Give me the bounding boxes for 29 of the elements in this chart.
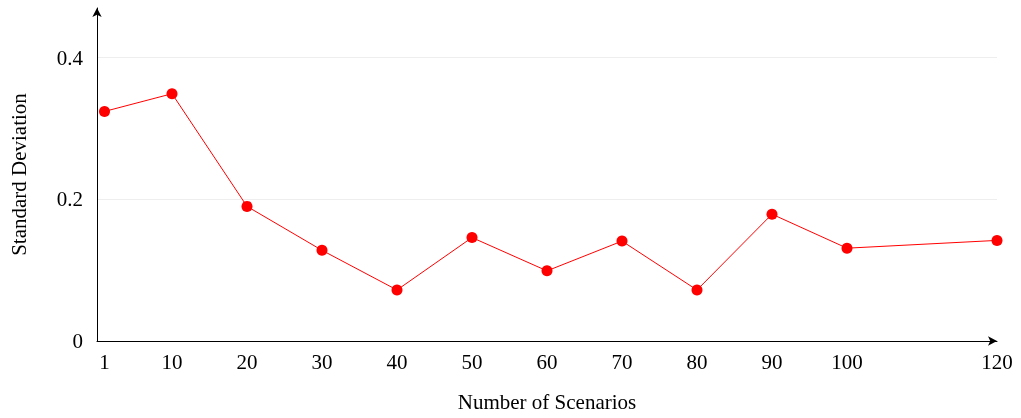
point (241, 200, 253, 212)
point (841, 242, 853, 254)
y-tick-label: 0 (72, 329, 83, 353)
point (466, 232, 478, 244)
y-tick-label: 0.4 (56, 45, 84, 70)
x-tick-label: 10 (161, 349, 183, 374)
point (766, 208, 778, 220)
x-axis-title: Number of Scenarios (457, 389, 637, 414)
x-tick-label: 120 (981, 349, 1013, 374)
x-tick-label: 100 (831, 349, 863, 374)
y-axis-title: Standard Deviation (6, 92, 31, 256)
x-tick-label: 90 (761, 349, 783, 374)
x-tick-label: 1 (99, 349, 110, 374)
point (99, 105, 110, 117)
point (691, 284, 703, 296)
x-tick-label: 50 (461, 349, 483, 374)
x-tick-label: 70 (611, 349, 633, 374)
point (316, 244, 328, 256)
x-tick-label: 60 (536, 349, 558, 374)
point (166, 88, 178, 100)
point (541, 265, 553, 277)
x-tick-label: 30 (311, 349, 333, 374)
point (391, 284, 403, 296)
y-tick-label: 0.2 (56, 187, 83, 212)
point (616, 235, 628, 247)
point (991, 234, 1003, 246)
x-tick-label: 20 (236, 349, 258, 374)
x-tick-label: 40 (386, 349, 408, 374)
x-tick-label: 80 (686, 349, 708, 374)
